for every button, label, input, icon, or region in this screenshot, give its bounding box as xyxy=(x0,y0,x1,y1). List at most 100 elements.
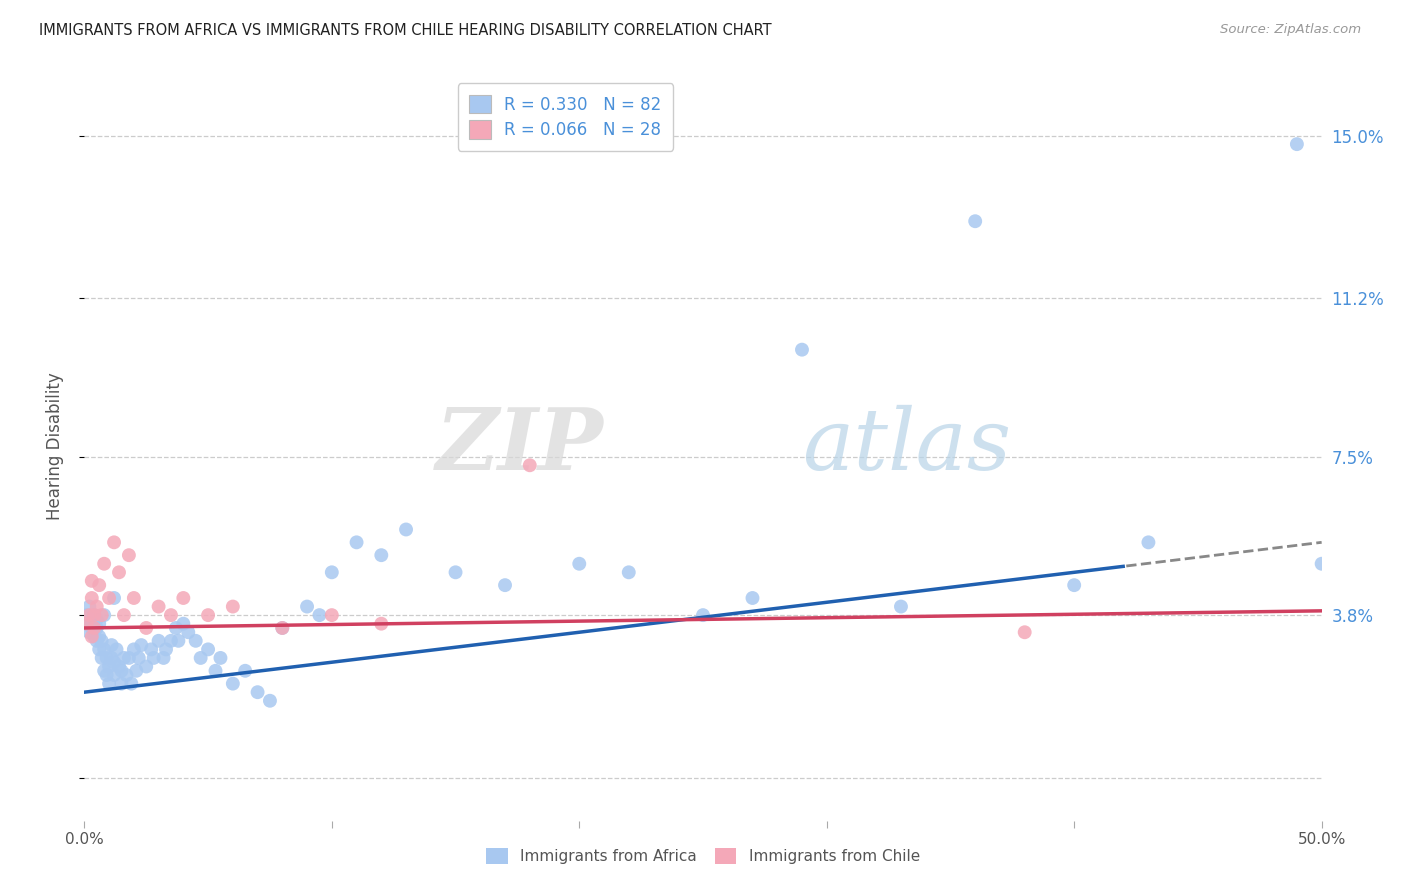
Point xyxy=(141,642,163,657)
Point xyxy=(118,548,141,562)
Point xyxy=(233,664,256,678)
Point xyxy=(519,458,541,473)
Point xyxy=(103,535,125,549)
Point xyxy=(110,664,132,678)
Legend: R = 0.330   N = 82, R = 0.066   N = 28: R = 0.330 N = 82, R = 0.066 N = 28 xyxy=(458,84,673,151)
Point xyxy=(86,621,108,635)
Point xyxy=(184,633,207,648)
Point xyxy=(118,651,141,665)
Point xyxy=(271,621,294,635)
Point xyxy=(93,608,115,623)
Point xyxy=(135,659,157,673)
Point xyxy=(76,608,98,623)
Point xyxy=(93,557,115,571)
Point xyxy=(112,608,135,623)
Y-axis label: Hearing Disability: Hearing Disability xyxy=(45,372,63,520)
Point xyxy=(148,633,170,648)
Point xyxy=(204,664,226,678)
Point xyxy=(209,651,232,665)
Point xyxy=(80,616,103,631)
Point xyxy=(271,621,294,635)
Point xyxy=(89,578,111,592)
Point xyxy=(89,642,111,657)
Point xyxy=(80,612,103,626)
Point xyxy=(321,608,343,623)
Point xyxy=(295,599,318,614)
Point xyxy=(112,651,135,665)
Point xyxy=(135,621,157,635)
Point xyxy=(115,668,138,682)
Point xyxy=(790,343,813,357)
Point xyxy=(93,664,115,678)
Point xyxy=(167,633,190,648)
Point xyxy=(741,591,763,605)
Point xyxy=(103,668,125,682)
Point xyxy=(76,616,98,631)
Point xyxy=(100,638,122,652)
Point xyxy=(148,599,170,614)
Point xyxy=(108,566,131,580)
Point xyxy=(79,625,101,640)
Point xyxy=(197,642,219,657)
Point xyxy=(1137,535,1160,549)
Point xyxy=(142,651,165,665)
Point xyxy=(1310,557,1333,571)
Point xyxy=(83,630,105,644)
Point xyxy=(120,676,142,690)
Point xyxy=(100,651,122,665)
Point xyxy=(321,566,343,580)
Point xyxy=(105,642,128,657)
Point xyxy=(494,578,516,592)
Point xyxy=(80,574,103,588)
Point xyxy=(129,638,152,652)
Text: atlas: atlas xyxy=(801,405,1011,487)
Point xyxy=(395,523,418,537)
Point xyxy=(98,676,121,690)
Point xyxy=(172,616,194,631)
Legend: Immigrants from Africa, Immigrants from Chile: Immigrants from Africa, Immigrants from … xyxy=(479,842,927,870)
Point xyxy=(89,630,111,644)
Point xyxy=(197,608,219,623)
Point xyxy=(177,625,200,640)
Point xyxy=(222,599,245,614)
Point xyxy=(79,608,101,623)
Point xyxy=(259,694,281,708)
Point xyxy=(110,676,132,690)
Point xyxy=(96,651,118,665)
Point xyxy=(93,642,115,657)
Point xyxy=(246,685,269,699)
Point xyxy=(222,676,245,690)
Point xyxy=(155,642,177,657)
Point xyxy=(83,608,105,623)
Point xyxy=(1063,578,1085,592)
Point xyxy=(79,599,101,614)
Point xyxy=(1014,625,1036,640)
Point xyxy=(165,621,187,635)
Point xyxy=(172,591,194,605)
Point xyxy=(90,633,112,648)
Point xyxy=(370,548,392,562)
Point xyxy=(125,664,148,678)
Point xyxy=(89,616,111,631)
Point xyxy=(90,651,112,665)
Text: ZIP: ZIP xyxy=(436,404,605,488)
Point xyxy=(890,599,912,614)
Point xyxy=(98,659,121,673)
Point xyxy=(98,591,121,605)
Point xyxy=(128,651,150,665)
Point xyxy=(160,608,183,623)
Point xyxy=(86,612,108,626)
Point xyxy=(80,621,103,635)
Point xyxy=(568,557,591,571)
Point xyxy=(90,608,112,623)
Point xyxy=(86,599,108,614)
Point xyxy=(160,633,183,648)
Point xyxy=(86,633,108,648)
Point xyxy=(965,214,987,228)
Point xyxy=(346,535,368,549)
Point xyxy=(122,591,145,605)
Point xyxy=(152,651,174,665)
Point xyxy=(308,608,330,623)
Point xyxy=(370,616,392,631)
Text: Source: ZipAtlas.com: Source: ZipAtlas.com xyxy=(1220,23,1361,37)
